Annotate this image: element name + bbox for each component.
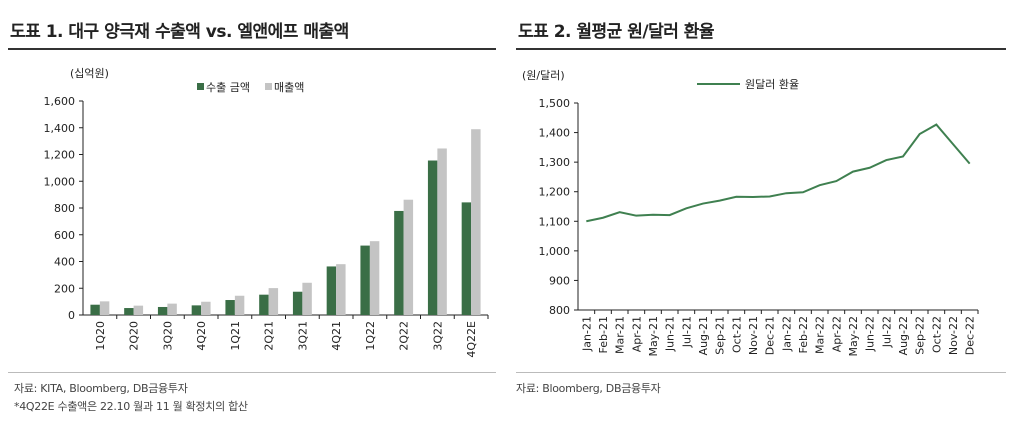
line-chart-ytick-label: 1,500 xyxy=(539,97,571,110)
line-chart-xtick-label: Jun-21 xyxy=(664,316,677,352)
bar-chart-ytick-label: 1,000 xyxy=(44,175,76,188)
title-underline-left xyxy=(8,48,496,50)
legend-label: 원달러 환율 xyxy=(745,78,799,91)
bar-export xyxy=(124,308,134,315)
legend-swatch xyxy=(265,83,272,90)
line-chart-xtick-label: Oct-21 xyxy=(730,316,743,353)
bar-sales xyxy=(369,241,380,315)
legend-swatch xyxy=(197,83,204,90)
line-chart-xtick-label: Nov-21 xyxy=(747,316,760,355)
bar-export xyxy=(326,266,337,315)
line-chart-xtick-label: May-22 xyxy=(847,316,860,357)
line-chart-xtick-label: Sep-21 xyxy=(714,316,727,355)
bar-sales xyxy=(268,288,279,315)
line-chart-xtick-label: Mar-22 xyxy=(814,316,827,354)
line-chart-xtick-label: Nov-22 xyxy=(947,316,960,355)
line-chart-xtick-label: Jan-21 xyxy=(580,316,593,352)
line-chart-unit-label: (원/달러) xyxy=(522,69,565,82)
title-underline-right xyxy=(516,48,1006,50)
line-chart-xtick-label: Feb-22 xyxy=(797,316,810,353)
bar-sales xyxy=(167,303,177,315)
bar-chart-xtick-label: 4Q21 xyxy=(330,321,343,351)
bar-chart-xtick-label: 3Q22 xyxy=(431,321,444,351)
bar-chart-xtick-label: 1Q20 xyxy=(94,321,107,351)
chart1-title: 도표 1. 대구 양극재 수출액 vs. 엘앤에프 매출액 xyxy=(10,22,349,42)
line-chart-ytick-label: 1,000 xyxy=(539,245,571,258)
line-chart-xtick-label: Sep-22 xyxy=(914,316,927,355)
bar-export xyxy=(461,202,472,315)
bar-sales xyxy=(471,129,481,315)
exchange-rate-line xyxy=(586,123,971,223)
legend-label: 수출 금액 xyxy=(206,81,250,94)
bar-chart-ytick-label: 800 xyxy=(54,202,75,215)
divider-left xyxy=(8,372,496,373)
bar-chart-xtick-label: 3Q20 xyxy=(161,321,174,351)
bar-sales xyxy=(234,295,245,315)
bar-sales xyxy=(201,301,211,315)
bar-chart-xtick-label: 4Q20 xyxy=(195,321,208,351)
line-chart-ytick-label: 1,200 xyxy=(539,186,571,199)
line-chart-xtick-label: Jun-22 xyxy=(864,316,877,352)
bar-chart-ytick-label: 1,600 xyxy=(44,95,76,108)
bar-chart-xtick-label: 2Q20 xyxy=(128,321,141,351)
line-chart-xtick-label: Aug-22 xyxy=(897,316,910,355)
line-chart-ytick-label: 1,400 xyxy=(539,127,571,140)
source-left: 자료: KITA, Bloomberg, DB금융투자 xyxy=(14,382,188,395)
bar-export xyxy=(292,291,303,315)
bar-export xyxy=(157,306,168,315)
bar-export xyxy=(394,210,404,315)
bar-sales xyxy=(99,301,110,315)
line-chart-xtick-label: Apr-22 xyxy=(830,316,843,352)
line-chart-ytick-label: 800 xyxy=(549,304,570,317)
bar-chart-ytick-label: 200 xyxy=(54,282,75,295)
line-chart-ytick-label: 900 xyxy=(549,274,570,287)
line-chart-ytick-label: 1,100 xyxy=(539,215,571,228)
line-chart-xtick-label: Jul-22 xyxy=(880,316,893,348)
bar-sales xyxy=(336,264,346,315)
bar-chart-xtick-label: 1Q21 xyxy=(229,321,242,351)
line-chart-xtick-label: Mar-21 xyxy=(614,316,627,354)
divider-right xyxy=(516,372,1006,373)
chart2-title: 도표 2. 월평균 원/달러 환율 xyxy=(518,22,715,42)
line-chart-xtick-label: Oct-22 xyxy=(930,316,943,353)
line-chart-xtick-label: Jul-21 xyxy=(680,316,693,348)
bar-chart-ytick-label: 0 xyxy=(68,309,75,322)
line-chart-xtick-label: Dec-21 xyxy=(764,316,777,355)
bar-sales xyxy=(133,305,144,315)
bar-sales xyxy=(437,148,447,315)
line-chart-xtick-label: Dec-22 xyxy=(964,316,977,355)
bar-export xyxy=(427,160,438,315)
bar-export xyxy=(225,300,235,315)
bar-chart-ytick-label: 600 xyxy=(54,229,75,242)
bar-chart-ytick-label: 1,200 xyxy=(44,149,76,162)
bar-sales xyxy=(302,282,312,315)
line-chart-xtick-label: Apr-21 xyxy=(630,316,643,352)
bar-chart-xtick-label: 2Q22 xyxy=(398,321,411,351)
bar-chart-unit-label: (십억원) xyxy=(70,67,109,80)
bar-chart-xtick-label: 1Q22 xyxy=(364,321,377,351)
line-chart-xtick-label: May-21 xyxy=(647,316,660,357)
bar-export xyxy=(90,304,100,315)
bar-chart-ytick-label: 400 xyxy=(54,256,75,269)
source-right: 자료: Bloomberg, DB금융투자 xyxy=(516,382,661,395)
footnote-left: *4Q22E 수출액은 22.10 월과 11 월 확정치의 합산 xyxy=(14,400,248,413)
line-chart-xtick-label: Aug-21 xyxy=(697,316,710,355)
line-chart-xtick-label: Jan-22 xyxy=(780,316,793,352)
bar-chart-xtick-label: 3Q21 xyxy=(296,321,309,351)
bar-chart-xtick-label: 2Q21 xyxy=(263,321,276,351)
bar-export xyxy=(360,245,370,315)
legend-label: 매출액 xyxy=(274,81,304,94)
bar-export xyxy=(259,294,269,315)
line-chart-xtick-label: Feb-21 xyxy=(597,316,610,353)
bar-chart-xtick-label: 4Q22E xyxy=(465,321,478,358)
bar-export xyxy=(191,305,202,315)
bar-sales xyxy=(403,199,414,315)
line-chart-ytick-label: 1,300 xyxy=(539,156,571,169)
bar-chart-ytick-label: 1,400 xyxy=(44,122,76,135)
